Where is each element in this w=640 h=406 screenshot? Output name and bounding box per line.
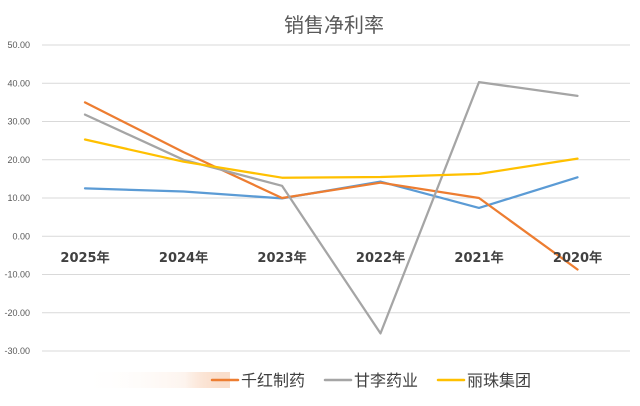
legend-label: 甘李药业 <box>354 371 418 390</box>
y-tick-label: -20.00 <box>4 308 30 318</box>
legend-label: 丽珠集团 <box>467 371 531 390</box>
series-lines <box>83 80 579 335</box>
y-tick-label: -10.00 <box>4 270 30 280</box>
x-category-label: 2023年 <box>257 250 306 266</box>
series-line <box>83 80 579 335</box>
x-category-label: 2024年 <box>159 250 208 266</box>
series-line <box>83 176 579 210</box>
legend-label: 千红制药 <box>241 371 305 390</box>
series-line <box>83 101 579 271</box>
x-category-label: 2021年 <box>454 250 503 266</box>
y-tick-label: 0.00 <box>12 231 30 241</box>
x-category-label: 2025年 <box>60 250 109 266</box>
x-category-label: 2022年 <box>356 250 405 266</box>
gridlines <box>42 44 630 352</box>
y-tick-label: -30.00 <box>4 346 30 356</box>
x-category-label: 2020年 <box>553 250 602 266</box>
y-tick-label: 30.00 <box>7 117 30 127</box>
y-axis: 50.00 40.00 30.00 20.00 10.00 0.00 -10.00 -20.0… <box>4 40 30 356</box>
y-tick-label: 40.00 <box>7 78 30 88</box>
y-tick-label: 50.00 <box>7 40 30 50</box>
legend: 千红制药 甘李药业 丽珠集团 <box>80 371 531 390</box>
y-tick-label: 20.00 <box>7 155 30 165</box>
legend-fade-strip <box>80 372 230 388</box>
chart-title: 销售净利率 <box>284 13 384 37</box>
series-line <box>83 138 579 179</box>
y-tick-label: 10.00 <box>7 193 30 203</box>
x-axis: 2025年 2024年 2023年 2022年 2021年 2020年 <box>60 250 602 266</box>
